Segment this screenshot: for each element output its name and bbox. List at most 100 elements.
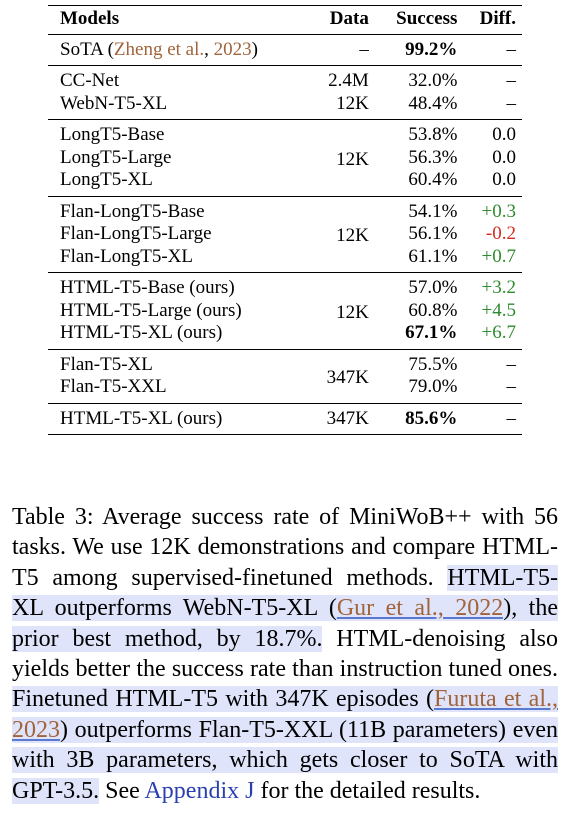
model-cell: LongT5-Base bbox=[48, 120, 309, 147]
diff-cell: – bbox=[506, 38, 517, 60]
diff-cell: – bbox=[506, 353, 517, 375]
row-group: LongT5-Base 12K 53.8% 0.0 LongT5-Large 56.3% 0… bbox=[48, 119, 522, 197]
citation: 2023 bbox=[213, 38, 252, 60]
diff-cell: – bbox=[506, 70, 517, 91]
model-cell: Flan-LongT5-Large bbox=[48, 223, 309, 246]
table-row: HTML-T5-Large (ours) 60.8% +4.5 bbox=[48, 300, 522, 323]
caption-text: HTML-denoising also yields better the su… bbox=[12, 625, 558, 683]
row-group: Flan-T5-XL 347K 75.5% – Flan-T5-XXL 79.0% – bbox=[48, 349, 522, 403]
data-cell: 12K bbox=[336, 225, 369, 246]
diff-cell: +0.3 bbox=[481, 200, 516, 222]
caption-text: Table 3: Average success rate of MiniWoB… bbox=[12, 504, 558, 591]
model-cell: SoTA (Zheng et al., 2023) bbox=[48, 34, 309, 66]
success-cell: 60.8% bbox=[408, 299, 458, 321]
model-name: SoTA ( bbox=[60, 38, 114, 60]
model-name: , bbox=[204, 38, 214, 60]
data-cell: 12K bbox=[336, 92, 369, 114]
success-cell: 99.2% bbox=[405, 38, 458, 60]
model-cell: HTML-T5-XL (ours) bbox=[48, 403, 309, 435]
caption-text: for the detailed results. bbox=[254, 777, 481, 804]
diff-cell: – bbox=[506, 376, 517, 397]
success-cell: 67.1% bbox=[405, 322, 458, 343]
citation: Zheng et al. bbox=[113, 38, 205, 60]
row-group: CC-Net 2.4M 32.0% – WebN-T5-XL 12K 48.4% – bbox=[48, 65, 522, 120]
model-name: HTML-T5-Large (ours) bbox=[60, 299, 242, 321]
success-cell: 75.5% bbox=[408, 353, 458, 375]
model-cell: Flan-T5-XL bbox=[48, 349, 309, 376]
diff-cell: +3.2 bbox=[481, 277, 516, 298]
model-cell: HTML-T5-XL (ours) bbox=[48, 322, 309, 349]
data-cell: 12K bbox=[336, 301, 369, 323]
caption: Table 3: Average success rate of MiniWoB… bbox=[12, 502, 558, 806]
model-name: HTML-T5-XL (ours) bbox=[60, 322, 223, 343]
model-cell: Flan-LongT5-Base bbox=[48, 196, 309, 223]
success-cell: 56.1% bbox=[408, 223, 458, 244]
diff-cell: -0.2 bbox=[485, 223, 516, 244]
column-header: Success bbox=[396, 8, 458, 29]
success-cell: 57.0% bbox=[408, 277, 458, 298]
table-row: SoTA (Zheng et al., 2023) – 99.2% – bbox=[48, 34, 522, 66]
model-name: LongT5-Large bbox=[60, 146, 172, 168]
table-row: Flan-LongT5-Large 56.1% -0.2 bbox=[48, 223, 522, 246]
column-header: Models bbox=[60, 8, 120, 29]
appendix-link: Appendix J bbox=[144, 777, 255, 804]
row-group: Flan-LongT5-Base 12K 54.1% +0.3 Flan-LongT5-… bbox=[48, 196, 522, 273]
table-row: Flan-LongT5-XL 61.1% +0.7 bbox=[48, 246, 522, 273]
table-row: HTML-T5-Base (ours) 12K 57.0% +3.2 bbox=[48, 273, 522, 323]
model-name: ) bbox=[251, 38, 258, 60]
table-row: Flan-T5-XL 347K 75.5% – bbox=[48, 349, 522, 388]
success-cell: 85.6% bbox=[405, 407, 458, 429]
diff-cell: – bbox=[506, 407, 517, 429]
table-row: Flan-T5-XXL 79.0% – bbox=[48, 376, 522, 403]
data-cell: 2.4M bbox=[328, 70, 369, 91]
success-cell: 48.4% bbox=[408, 92, 458, 114]
caption-text: Finetuned HTML-T5 with 347K episodes ( bbox=[12, 686, 434, 713]
model-name: LongT5-XL bbox=[60, 169, 153, 190]
diff-cell: 0.0 bbox=[492, 169, 516, 190]
table-row: LongT5-Large 56.3% 0.0 bbox=[48, 147, 522, 170]
data-cell: 12K bbox=[336, 148, 369, 170]
model-name: HTML-T5-Base (ours) bbox=[60, 277, 235, 298]
success-cell: 32.0% bbox=[408, 70, 458, 91]
table-row: CC-Net 2.4M 32.0% – bbox=[48, 66, 522, 93]
model-cell: LongT5-XL bbox=[48, 169, 309, 196]
success-cell: 61.1% bbox=[408, 245, 458, 267]
model-name: Flan-T5-XXL bbox=[60, 376, 167, 397]
table-row: WebN-T5-XL 12K 48.4% – bbox=[48, 93, 522, 120]
diff-cell: +6.7 bbox=[481, 322, 516, 343]
diff-cell: – bbox=[506, 92, 517, 114]
column-header: Diff. bbox=[479, 8, 516, 29]
success-cell: 56.3% bbox=[408, 146, 458, 168]
data-cell: 347K bbox=[326, 407, 369, 429]
model-cell: Flan-LongT5-XL bbox=[48, 246, 309, 273]
diff-cell: +4.5 bbox=[481, 299, 516, 321]
table-row: HTML-T5-XL (ours) 347K 85.6% – bbox=[48, 403, 522, 435]
model-name: Flan-LongT5-XL bbox=[60, 245, 193, 267]
model-cell: LongT5-Large bbox=[48, 147, 309, 170]
model-name: CC-Net bbox=[60, 70, 120, 91]
success-cell: 54.1% bbox=[408, 200, 458, 222]
model-name: HTML-T5-XL (ours) bbox=[60, 407, 223, 429]
model-name: Flan-LongT5-Base bbox=[60, 200, 205, 222]
model-name: Flan-T5-XL bbox=[60, 353, 153, 375]
table-row: HTML-T5-XL (ours) 67.1% +6.7 bbox=[48, 322, 522, 349]
diff-cell: +0.7 bbox=[481, 245, 516, 267]
model-name: Flan-LongT5-Large bbox=[60, 223, 212, 244]
results-table: Models Data Success Diff. SoTA (Zheng et al… bbox=[48, 5, 522, 435]
data-cell: – bbox=[359, 38, 369, 60]
diff-cell: 0.0 bbox=[492, 146, 516, 168]
model-cell: HTML-T5-Base (ours) bbox=[48, 273, 309, 300]
model-cell: HTML-T5-Large (ours) bbox=[48, 300, 309, 323]
caption-text: See bbox=[99, 777, 145, 804]
table-row: Flan-LongT5-Base 12K 54.1% +0.3 bbox=[48, 196, 522, 247]
model-name: WebN-T5-XL bbox=[60, 92, 168, 114]
table-row: LongT5-XL 60.4% 0.0 bbox=[48, 169, 522, 196]
row-group: HTML-T5-Base (ours) 12K 57.0% +3.2 HTML-T5-L… bbox=[48, 272, 522, 350]
header-row: Models Data Success Diff. bbox=[48, 5, 522, 34]
model-cell: Flan-T5-XXL bbox=[48, 376, 309, 403]
table-row: LongT5-Base 12K 53.8% 0.0 bbox=[48, 120, 522, 170]
model-cell: WebN-T5-XL bbox=[48, 93, 309, 120]
row-group: HTML-T5-XL (ours) 347K 85.6% – bbox=[48, 403, 522, 435]
model-cell: CC-Net bbox=[48, 66, 309, 93]
